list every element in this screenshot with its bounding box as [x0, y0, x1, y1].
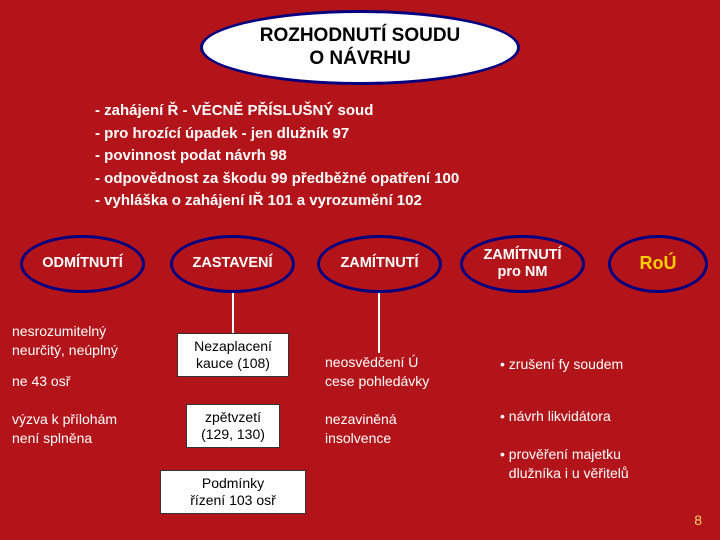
col3-block2: nezaviněná insolvence — [325, 410, 397, 448]
page-number: 8 — [694, 512, 702, 528]
title-bubble: ROZHODNUTÍ SOUDU O NÁVRHU — [200, 10, 520, 85]
col1-block3: výzva k přílohám není splněna — [12, 410, 117, 448]
bullet-list: návrh likvidátora — [500, 405, 611, 429]
col1-block1: nesrozumitelný neurčitý, neúplný — [12, 322, 118, 360]
bullet-item: návrh likvidátora — [500, 405, 611, 429]
pill-odmitnuti: ODMÍTNUTÍ — [20, 235, 145, 293]
intro-item: - zahájení Ř - VĚCNĚ PŘÍSLUŠNÝ soud — [95, 100, 459, 123]
col1-block2: ne 43 osř — [12, 372, 70, 391]
intro-item: - vyhláška o zahájení IŘ 101 a vyrozuměn… — [95, 190, 459, 213]
title-line2: O NÁVRHU — [309, 48, 410, 69]
col3-block1: neosvědčení Ú cese pohledávky — [325, 353, 429, 391]
connector-line — [232, 293, 234, 333]
bullet-multiline: • prověření majetku • dlužníka i u věřit… — [500, 445, 629, 483]
box-podminky: Podmínky řízení 103 osř — [160, 470, 306, 514]
pill-rou: RoÚ — [608, 235, 708, 293]
intro-list: - zahájení Ř - VĚCNĚ PŘÍSLUŠNÝ soud - pr… — [95, 100, 459, 213]
intro-item: - povinnost podat návrh 98 — [95, 145, 459, 168]
connector-line — [378, 293, 380, 353]
box-nezaplaceni: Nezaplacení kauce (108) — [177, 333, 289, 377]
pill-zamitnuti: ZAMÍTNUTÍ — [317, 235, 442, 293]
intro-item: - odpovědnost za škodu 99 předběžné opat… — [95, 168, 459, 191]
box-zpetvzeti: zpětvzetí (129, 130) — [186, 404, 280, 448]
pill-zamitnuti-nm: ZAMÍTNUTÍ pro NM — [460, 235, 585, 293]
bullet-list: zrušení fy soudem — [500, 353, 623, 377]
title-line1: ROZHODNUTÍ SOUDU — [260, 25, 461, 46]
bullet-item: zrušení fy soudem — [500, 353, 623, 377]
pill-zastaveni: ZASTAVENÍ — [170, 235, 295, 293]
intro-item: - pro hrozící úpadek - jen dlužník 97 — [95, 123, 459, 146]
